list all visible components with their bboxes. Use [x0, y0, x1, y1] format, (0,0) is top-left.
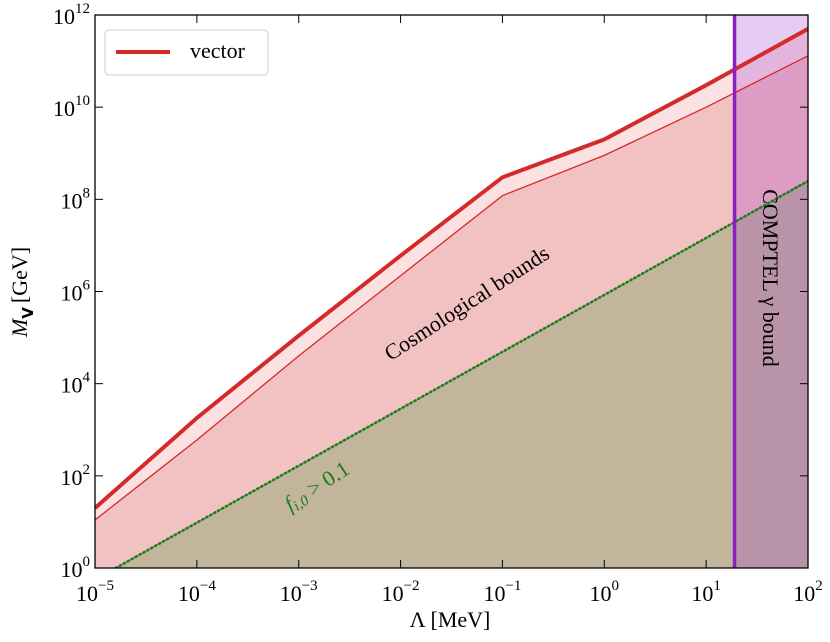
tick-exponent: −4	[200, 578, 216, 594]
tick-exponent: 2	[83, 462, 91, 478]
tick-label: 1012	[53, 1, 90, 29]
legend-box	[104, 29, 269, 76]
tick-label: 100	[590, 578, 620, 606]
y-axis-label: MV [GeV]	[7, 247, 36, 338]
tick-exponent: 0	[83, 554, 91, 570]
tick-label: 10−2	[382, 578, 420, 606]
legend-label: vector	[190, 38, 246, 63]
axes: 10−5 10−4 10−3 10−2 10−1 100 101 10210010210410…	[53, 1, 823, 606]
tick-exponent: 10	[75, 94, 90, 110]
fills	[95, 15, 808, 568]
tick-label: 106	[61, 278, 91, 306]
tick-exponent: 6	[83, 278, 91, 294]
y-label-sub: V	[19, 307, 37, 319]
excluded-region	[734, 15, 808, 568]
tick-exponent: −3	[302, 578, 318, 594]
legend: vector	[104, 29, 269, 76]
series-line	[114, 179, 808, 568]
tick-label: 101	[691, 578, 721, 606]
tick-label: 10−3	[280, 578, 318, 606]
y-label-unit: [GeV]	[7, 247, 32, 303]
tick-label: 100	[61, 554, 91, 582]
annotation: COMPTEL γ bound	[758, 189, 783, 367]
x-axis-label: Λ [MeV]	[410, 607, 491, 632]
tick-exponent: −5	[98, 578, 114, 594]
y-label-symbol: M	[7, 317, 32, 338]
tick-exponent: 2	[815, 578, 823, 594]
series-line	[95, 55, 808, 521]
tick-label: 10−4	[178, 578, 216, 606]
tick-exponent: 4	[83, 370, 91, 386]
tick-label: 10−1	[483, 578, 521, 606]
lines	[95, 15, 808, 568]
tick-label: 10−5	[76, 578, 114, 606]
tick-label: 104	[61, 370, 91, 398]
tick-exponent: −1	[505, 578, 521, 594]
tick-exponent: 12	[75, 1, 90, 17]
tick-label: 1010	[53, 94, 90, 122]
tick-exponent: 1	[713, 578, 721, 594]
tick-label: 102	[61, 462, 91, 490]
series-line	[95, 27, 808, 510]
tick-exponent: 0	[612, 578, 620, 594]
tick-exponent: 8	[83, 186, 91, 202]
tick-exponent: −2	[404, 578, 420, 594]
tick-label: 102	[793, 578, 823, 606]
tick-label: 108	[61, 186, 91, 214]
